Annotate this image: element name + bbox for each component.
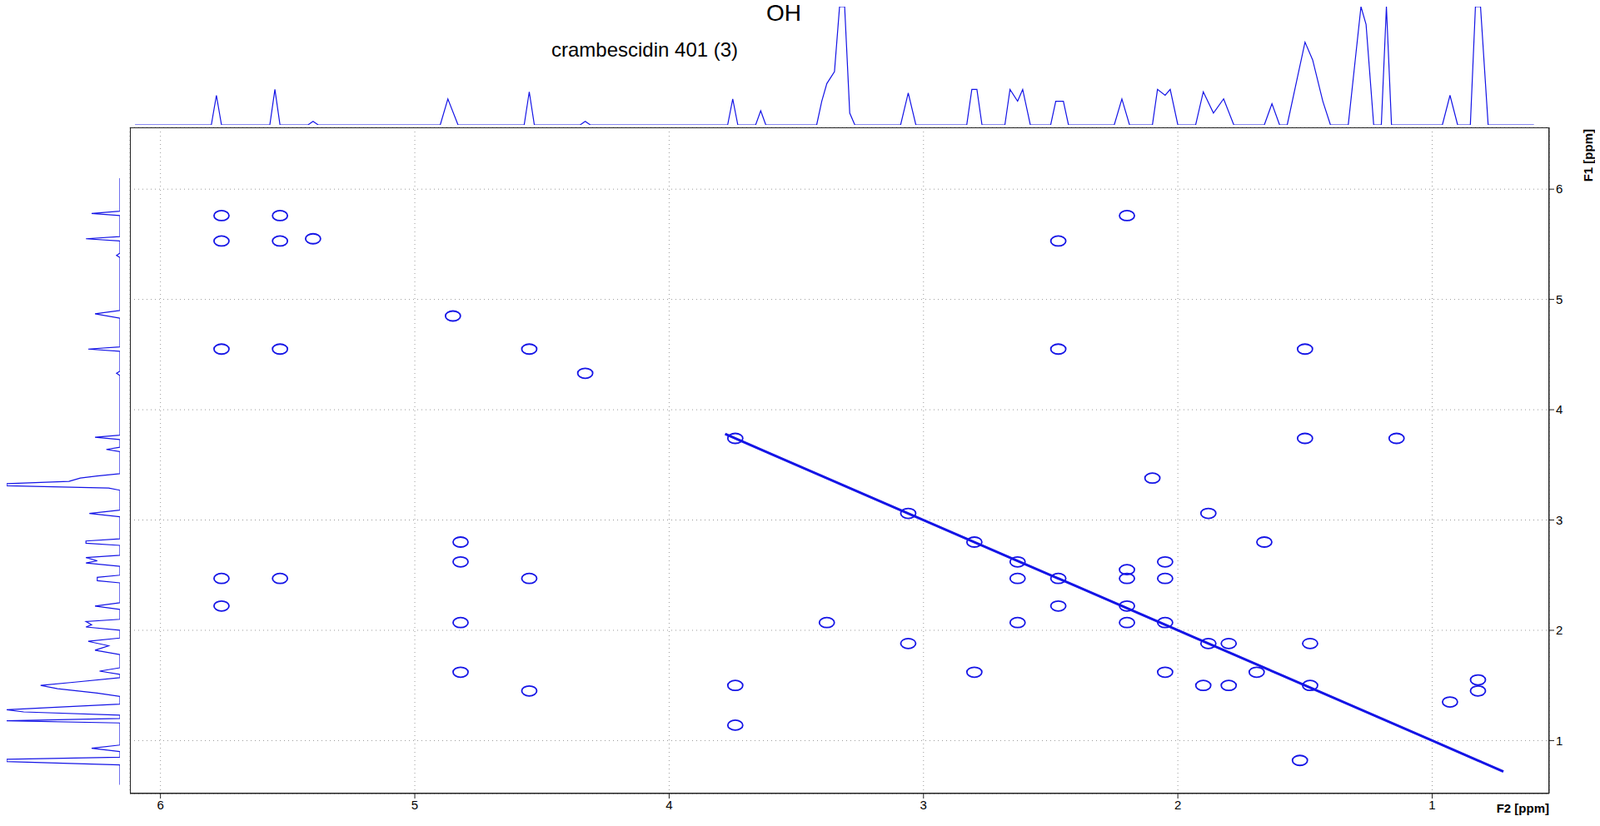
svg-text:5: 5: [1555, 292, 1563, 307]
svg-text:2: 2: [1174, 797, 1182, 813]
svg-text:4: 4: [665, 797, 673, 813]
html-text:crambescidin 401 (3): crambescidin 401 (3): [551, 38, 739, 61]
svg-text:4: 4: [1555, 402, 1563, 417]
svg-text:6: 6: [1555, 181, 1563, 196]
svg-text:5: 5: [411, 797, 419, 813]
svg-text:3: 3: [920, 797, 928, 813]
html-text:OH: OH: [766, 0, 802, 26]
svg-text:2: 2: [1555, 623, 1563, 638]
svg-text:1: 1: [1428, 797, 1436, 813]
html-text:F1 [ppm]: F1 [ppm]: [1580, 129, 1596, 182]
svg-text:1: 1: [1555, 733, 1563, 748]
html-text:F2 [ppm]: F2 [ppm]: [1496, 801, 1550, 816]
svg-text:6: 6: [156, 797, 164, 813]
svg-text:3: 3: [1555, 513, 1563, 528]
